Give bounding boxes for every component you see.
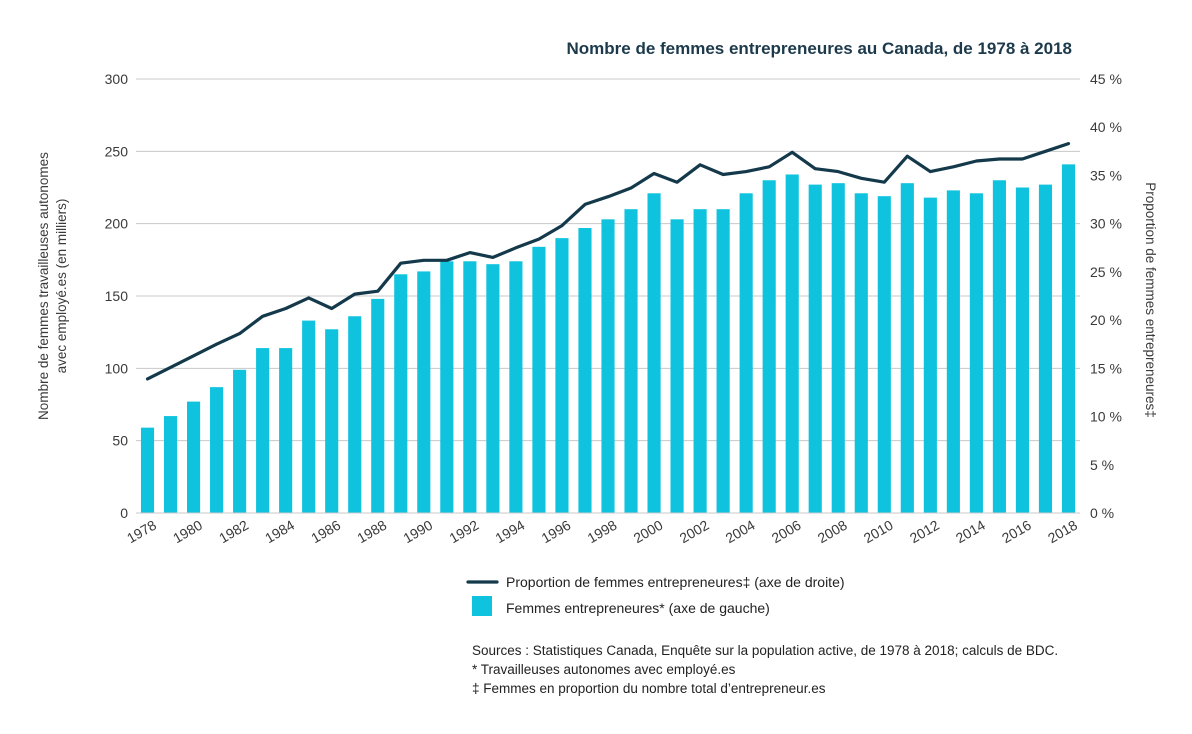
left-axis-title-line1: Nombre de femmes travailleuses autonomes — [36, 152, 51, 420]
x-tick-label: 2010 — [861, 517, 896, 547]
x-tick-label: 1984 — [262, 517, 297, 547]
x-tick-label: 2002 — [677, 517, 712, 547]
x-tick-label: 1986 — [308, 517, 343, 547]
x-tick-label: 1992 — [446, 517, 481, 547]
bar-1981 — [210, 387, 224, 513]
right-axis-title: Proportion de femmes entrepreneures‡ — [1143, 182, 1158, 418]
x-tick-label: 2012 — [907, 517, 942, 547]
left-axis-title-line2: avec employé.es (en milliers) — [54, 199, 69, 374]
right-tick-label: 20 % — [1090, 312, 1122, 328]
left-tick-label: 150 — [105, 288, 129, 304]
bar-1988 — [371, 298, 385, 513]
left-tick-label: 100 — [105, 360, 129, 376]
bar-1985 — [302, 320, 316, 513]
x-axis-ticks: 1978 1980 1982 1984 1986 1988 1990 1992 1994 1996… — [124, 517, 1080, 547]
bar-2004 — [739, 193, 753, 513]
bar-series — [140, 164, 1076, 514]
line-series — [145, 142, 1071, 381]
bar-2011 — [900, 183, 914, 513]
bar-2016 — [1015, 187, 1030, 513]
bar-1999 — [624, 209, 638, 513]
bar-2017 — [1038, 184, 1053, 513]
bar-1978 — [140, 427, 155, 513]
x-tick-label: 2018 — [1045, 517, 1080, 547]
chart-title: Nombre de femmes entrepreneures au Canad… — [566, 39, 1072, 58]
bar-1983 — [256, 348, 270, 513]
x-tick-label: 2000 — [631, 517, 666, 547]
right-tick-label: 5 % — [1090, 457, 1114, 473]
x-tick-label: 1994 — [492, 517, 527, 547]
bar-2003 — [716, 209, 730, 513]
bar-1992 — [463, 261, 477, 513]
right-tick-label: 30 % — [1090, 216, 1122, 232]
x-tick-label: 2014 — [953, 517, 988, 547]
x-tick-label: 2016 — [999, 517, 1034, 547]
left-tick-label: 200 — [105, 216, 129, 232]
right-tick-label: 10 % — [1090, 409, 1122, 425]
x-tick-label: 1988 — [354, 517, 389, 547]
bar-1984 — [279, 348, 293, 513]
sources-note: Sources : Statistiques Canada, Enquête s… — [472, 643, 1058, 658]
left-tick-label: 250 — [105, 143, 129, 159]
bar-1989 — [394, 274, 408, 513]
bar-1990 — [417, 271, 431, 513]
proportion-line — [145, 142, 1071, 381]
legend-bar-swatch — [472, 596, 492, 616]
right-tick-label: 35 % — [1090, 167, 1122, 183]
bar-2018 — [1061, 164, 1076, 513]
bar-2000 — [647, 193, 661, 513]
left-tick-label: 0 — [120, 505, 128, 521]
footnote-dagger: ‡ Femmes en proportion du nombre total d… — [472, 681, 826, 696]
bar-2013 — [946, 190, 960, 514]
footnote-star: * Travailleuses autonomes avec employé.e… — [472, 662, 736, 677]
x-tick-label: 2008 — [815, 517, 850, 547]
bar-1986 — [325, 329, 339, 513]
x-tick-label: 1996 — [538, 517, 573, 547]
x-tick-label: 2006 — [769, 517, 804, 547]
bar-1998 — [601, 219, 615, 513]
bar-1995 — [532, 246, 546, 513]
source-notes: Sources : Statistiques Canada, Enquête s… — [472, 643, 1058, 696]
left-tick-label: 300 — [105, 71, 129, 87]
bar-2015 — [992, 180, 1006, 513]
right-tick-label: 15 % — [1090, 360, 1122, 376]
bar-2001 — [670, 219, 684, 513]
right-axis-ticks: 0 % 5 % 10 % 15 % 20 % 25 % 30 % 35 % 40 % 45 % — [1090, 71, 1122, 521]
x-tick-label: 1982 — [216, 517, 251, 547]
x-tick-label: 1990 — [400, 517, 435, 547]
bar-1994 — [509, 261, 523, 513]
bar-2012 — [923, 197, 937, 514]
bar-2008 — [831, 183, 845, 513]
right-tick-label: 25 % — [1090, 264, 1122, 280]
bar-2014 — [969, 193, 983, 513]
legend-line-label: Proportion de femmes entrepreneures‡ (ax… — [506, 574, 845, 590]
x-tick-label: 1978 — [124, 517, 159, 547]
x-tick-label: 1980 — [170, 517, 205, 547]
bar-2009 — [854, 193, 868, 513]
left-axis-ticks: 0 50 100 150 200 250 300 — [105, 71, 129, 521]
right-tick-label: 45 % — [1090, 71, 1122, 87]
bar-1996 — [555, 238, 569, 513]
bar-2007 — [808, 184, 822, 513]
left-tick-label: 50 — [112, 433, 128, 449]
bar-1991 — [440, 261, 454, 513]
x-tick-label: 2004 — [723, 517, 758, 547]
right-tick-label: 0 % — [1090, 505, 1114, 521]
bar-1980 — [186, 401, 201, 513]
legend-bar-label: Femmes entrepreneures* (axe de gauche) — [506, 600, 770, 616]
bar-1987 — [348, 316, 362, 513]
bar-1982 — [233, 369, 247, 513]
bar-2002 — [693, 209, 707, 513]
bar-1997 — [578, 228, 592, 514]
legend: Proportion de femmes entrepreneures‡ (ax… — [466, 574, 845, 616]
bar-1993 — [486, 264, 500, 513]
right-tick-label: 40 % — [1090, 119, 1122, 135]
bar-2010 — [877, 196, 891, 513]
x-tick-label: 1998 — [585, 517, 620, 547]
bar-2006 — [785, 174, 799, 514]
bar-1979 — [163, 416, 178, 513]
bar-2005 — [762, 180, 776, 513]
